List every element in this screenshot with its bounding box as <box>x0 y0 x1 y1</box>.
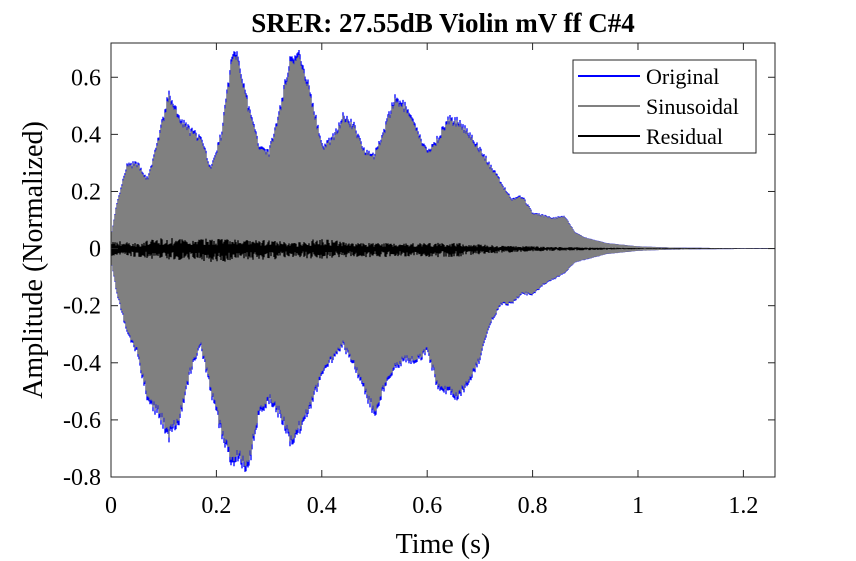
y-tick-label: 0 <box>89 237 101 263</box>
y-tick-label: 0.6 <box>71 65 101 91</box>
chart-title: SRER: 27.55dB Violin mV ff C#4 <box>251 8 635 38</box>
y-tick-label: 0.4 <box>71 122 101 148</box>
x-tick-label: 1 <box>632 493 644 519</box>
legend-label-original: Original <box>646 64 719 89</box>
series-residual <box>111 238 775 262</box>
x-axis-label: Time (s) <box>396 529 491 560</box>
x-tick-label: 0.4 <box>307 493 337 519</box>
y-axis-label: Amplitude (Normalized) <box>18 121 49 399</box>
legend: Original Sinusoidal Residual <box>572 59 757 154</box>
y-tick-label: -0.8 <box>63 465 101 491</box>
x-tick-label: 0 <box>105 493 117 519</box>
legend-label-sinusoidal: Sinusoidal <box>646 94 739 119</box>
ticks-layer: 0 0.2 0.4 0.6 0.8 1 1.2 -0.8 -0.6 -0.4 -0.2 0 0.2 0.4… <box>63 43 775 519</box>
y-tick-label: -0.4 <box>63 351 101 377</box>
y-tick-label: -0.6 <box>63 408 101 434</box>
x-tick-label: 0.6 <box>412 493 442 519</box>
y-tick-label: 0.2 <box>71 179 101 205</box>
legend-label-residual: Residual <box>646 124 723 149</box>
axes-box <box>110 42 776 478</box>
x-tick-label: 0.2 <box>201 493 231 519</box>
y-tick-label: -0.2 <box>63 294 101 320</box>
x-tick-label: 1.2 <box>728 493 758 519</box>
series-layer <box>111 50 775 472</box>
x-tick-label: 0.8 <box>518 493 548 519</box>
